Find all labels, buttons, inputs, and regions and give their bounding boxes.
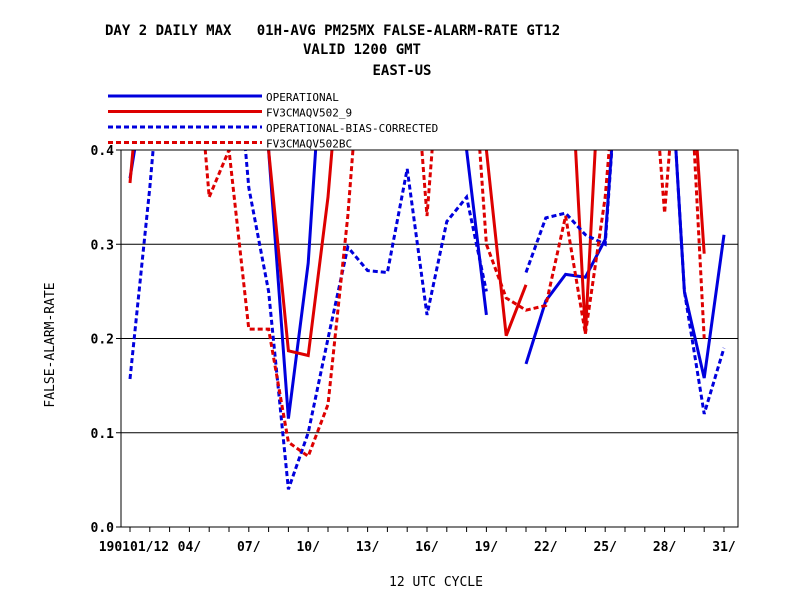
legend-label: FV3CMAQV502BC	[266, 138, 352, 151]
x-tick-label: 28/	[653, 540, 677, 555]
series-line-segment	[203, 150, 706, 459]
x-axis: 1901 01/12 04/07/10/13/16/19/22/25/28/31/	[99, 527, 736, 555]
series-fv3cmaqv502-9	[128, 150, 706, 358]
gridlines	[121, 243, 738, 434]
y-tick-label: 0.3	[91, 238, 114, 253]
y-axis: 0.0 0.1 0.2 0.3 0.4	[91, 144, 121, 536]
series-line-segment	[128, 150, 488, 490]
x-tick-label: 16/	[415, 540, 439, 555]
y-tick-label: 0.4	[91, 144, 115, 159]
x-tick-label: 10/	[296, 540, 320, 555]
x-tick-label: 19/	[475, 540, 499, 555]
chart-title-line3: EAST-US	[372, 63, 431, 79]
series-layer	[128, 150, 726, 490]
series-line-segment	[128, 150, 528, 358]
chart-title-line1: DAY 2 DAILY MAX 01H-AVG PM25MX FALSE-ALA…	[105, 23, 560, 39]
x-tick-label: 04/	[178, 540, 202, 555]
x-tick-label: 1901	[99, 540, 130, 555]
chart-legend: OPERATIONAL FV3CMAQV502_9 OPERATIONAL-BIAS…	[108, 91, 438, 151]
y-tick-label: 0.0	[91, 521, 115, 536]
x-tick-label: 22/	[534, 540, 558, 555]
legend-label: FV3CMAQV502_9	[266, 107, 352, 120]
x-tick-label: 31/	[712, 540, 736, 555]
series-line-segment	[524, 150, 726, 415]
series-line-segment	[574, 150, 706, 334]
series-fv3cmaqv502bc	[203, 150, 706, 459]
y-tick-label: 0.2	[91, 333, 114, 348]
legend-label: OPERATIONAL-BIAS-CORRECTED	[266, 122, 438, 135]
series-line-segment	[128, 150, 488, 419]
x-tick-label: 13/	[356, 540, 380, 555]
y-tick-label: 0.1	[91, 427, 115, 442]
chart-title-line2: VALID 1200 GMT	[303, 42, 421, 58]
x-tick-label: 01/12	[130, 540, 169, 555]
series-operational	[128, 150, 726, 419]
legend-label: OPERATIONAL	[266, 91, 339, 104]
x-tick-label: 25/	[593, 540, 617, 555]
y-axis-label: FALSE-ALARM-RATE	[43, 282, 58, 407]
x-tick-label: 07/	[237, 540, 261, 555]
series-line-segment	[524, 150, 726, 379]
series-operational-bias-corrected	[128, 150, 726, 490]
x-axis-label: 12 UTC CYCLE	[389, 575, 483, 590]
